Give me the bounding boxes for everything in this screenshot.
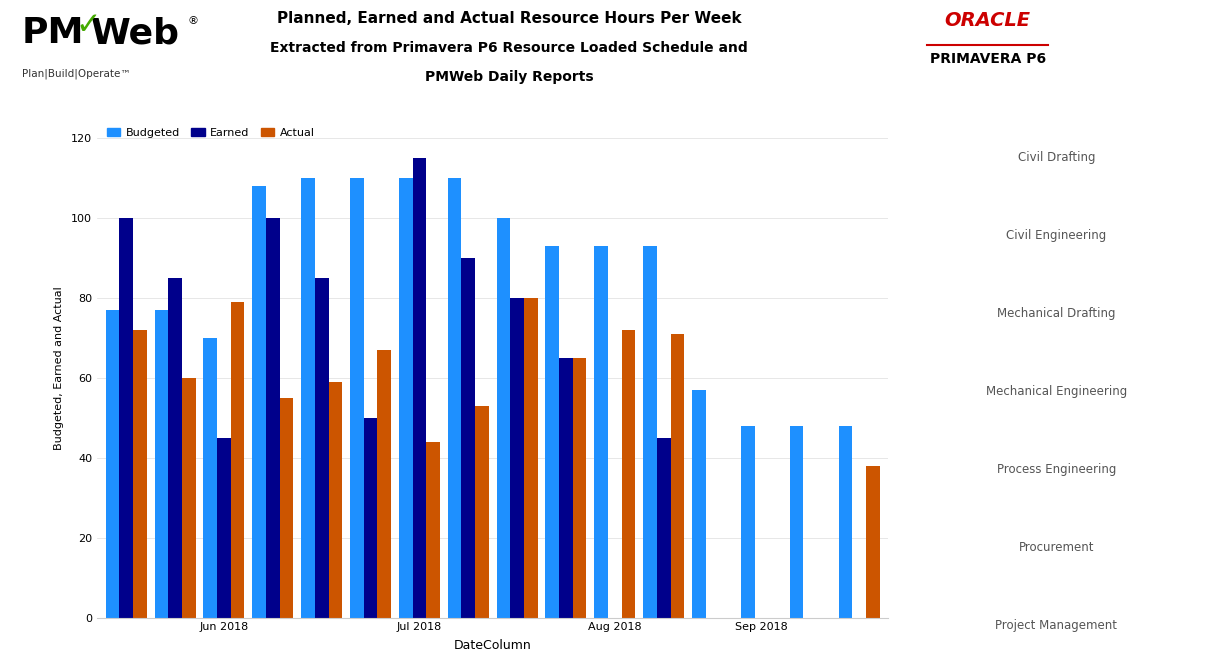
Text: Civil Engineering: Civil Engineering — [1006, 228, 1107, 242]
Bar — [657, 438, 670, 618]
Bar — [377, 350, 391, 618]
Bar — [265, 218, 280, 618]
Bar — [559, 358, 573, 618]
Bar — [545, 246, 559, 618]
Text: Mechanical Drafting: Mechanical Drafting — [997, 307, 1115, 319]
Bar — [524, 298, 538, 618]
Text: ORACLE: ORACLE — [944, 11, 1031, 30]
Bar — [839, 426, 852, 618]
Bar — [594, 246, 608, 618]
Bar — [412, 158, 427, 618]
Text: Process Engineering: Process Engineering — [996, 463, 1116, 475]
Text: Plan|Build|Operate™: Plan|Build|Operate™ — [22, 69, 131, 80]
Bar — [670, 334, 685, 618]
Text: ✓: ✓ — [75, 11, 101, 40]
Bar — [120, 218, 133, 618]
Bar — [790, 426, 804, 618]
Bar — [865, 465, 880, 618]
Bar — [497, 218, 510, 618]
Bar — [328, 382, 342, 618]
Bar — [447, 178, 462, 618]
Text: Procurement: Procurement — [1018, 540, 1094, 554]
Y-axis label: Budgeted, Earned and Actual: Budgeted, Earned and Actual — [55, 286, 64, 450]
Text: Mechanical Engineering: Mechanical Engineering — [985, 384, 1127, 398]
Bar — [204, 338, 217, 618]
Bar — [573, 358, 587, 618]
Bar — [105, 310, 120, 618]
Bar — [462, 258, 475, 618]
Bar — [217, 438, 230, 618]
Bar — [230, 302, 245, 618]
Bar — [280, 398, 293, 618]
Text: Discipline: Discipline — [956, 97, 1033, 112]
Text: Project Management: Project Management — [995, 618, 1117, 631]
Bar — [364, 418, 377, 618]
Bar — [350, 178, 364, 618]
Text: Budgeted, Earned and Actual by DateColumn: Budgeted, Earned and Actual by DateColum… — [273, 97, 628, 112]
Bar — [399, 178, 412, 618]
Bar — [252, 186, 265, 618]
Text: PM: PM — [22, 16, 85, 50]
Text: PRIMAVERA P6: PRIMAVERA P6 — [930, 52, 1046, 66]
Bar — [315, 278, 328, 618]
Text: Planned, Earned and Actual Resource Hours Per Week: Planned, Earned and Actual Resource Hour… — [276, 11, 742, 26]
Bar — [741, 426, 755, 618]
Bar — [155, 310, 168, 618]
Bar — [475, 406, 488, 618]
Text: ®: ® — [188, 16, 199, 27]
Bar — [182, 378, 195, 618]
Bar — [692, 390, 705, 618]
Text: Civil Drafting: Civil Drafting — [1018, 151, 1094, 164]
Text: Extracted from Primavera P6 Resource Loaded Schedule and: Extracted from Primavera P6 Resource Loa… — [270, 41, 748, 54]
X-axis label: DateColumn: DateColumn — [453, 639, 532, 652]
Bar — [301, 178, 315, 618]
Bar — [427, 442, 440, 618]
Bar — [168, 278, 182, 618]
Bar — [644, 246, 657, 618]
Bar — [622, 330, 635, 618]
Text: PMWeb Daily Reports: PMWeb Daily Reports — [424, 70, 594, 84]
Bar — [133, 330, 147, 618]
Legend: Budgeted, Earned, Actual: Budgeted, Earned, Actual — [103, 124, 319, 143]
Text: Web: Web — [91, 16, 179, 50]
Bar — [510, 298, 524, 618]
